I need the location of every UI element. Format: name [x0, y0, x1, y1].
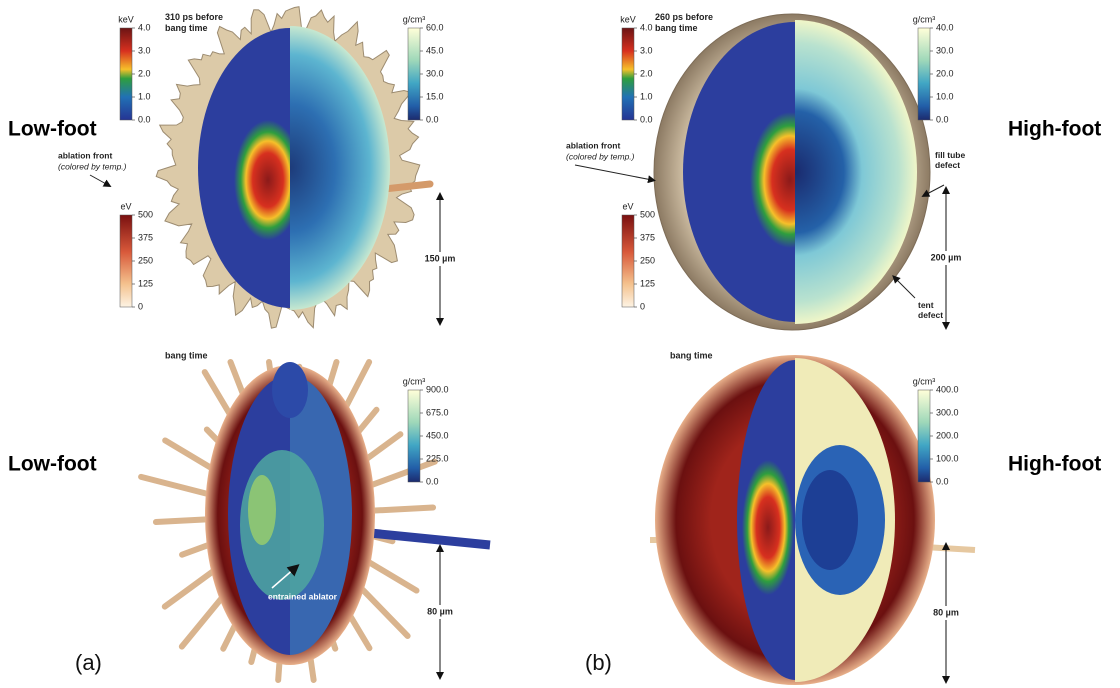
- panel-label: (a): [75, 650, 102, 675]
- colorbar-unit: keV: [620, 14, 636, 24]
- colorbar-tick-label: 375: [640, 232, 655, 242]
- colorbar-tick-label: 500: [138, 209, 153, 219]
- colorbar-tick-label: 45.0: [426, 45, 444, 55]
- panel-label: (b): [585, 650, 612, 675]
- colorbar-tick-label: 250: [138, 255, 153, 265]
- scale-label: 150 µm: [425, 253, 456, 263]
- colorbar-tick-label: 675.0: [426, 407, 449, 417]
- colorbar-tick-label: 60.0: [426, 22, 444, 32]
- colorbar-tick-label: 1.0: [640, 91, 653, 101]
- colorbar-unit: g/cm³: [913, 14, 936, 24]
- annotation: tent defect: [918, 300, 953, 330]
- colorbar: [918, 28, 930, 120]
- colorbar-tick-label: 200.0: [936, 430, 959, 440]
- colorbar-tick-label: 125: [640, 278, 655, 288]
- colorbar: [622, 215, 634, 307]
- colorbar-tick-label: 15.0: [426, 91, 444, 101]
- colorbar-unit: eV: [120, 201, 131, 211]
- colorbar-tick-label: 1.0: [138, 91, 151, 101]
- time-label: 310 ps before bang time: [165, 12, 245, 42]
- design-label: Low-foot: [8, 118, 97, 141]
- colorbar-tick-label: 450.0: [426, 430, 449, 440]
- colorbar-unit: g/cm³: [913, 376, 936, 386]
- annotation: ablation front: [58, 150, 112, 160]
- colorbar: [120, 215, 132, 307]
- colorbar: [120, 28, 132, 120]
- design-label: Low-foot: [8, 453, 97, 476]
- scale-label: 80 µm: [427, 606, 453, 616]
- colorbar-tick-label: 30.0: [426, 68, 444, 78]
- colorbar-tick-label: 0: [640, 301, 645, 311]
- time-label: bang time: [670, 350, 713, 360]
- annotation-text: tent defect: [918, 300, 953, 320]
- colorbar-tick-label: 30.0: [936, 45, 954, 55]
- colorbar-tick-label: 0.0: [936, 114, 949, 124]
- colorbar-tick-label: 40.0: [936, 22, 954, 32]
- colorbar-tick-label: 2.0: [640, 68, 653, 78]
- annotation: (colored by temp.): [58, 161, 127, 171]
- time-label: 260 ps before bang time: [655, 12, 725, 42]
- colorbar: [918, 390, 930, 482]
- colorbar-unit: eV: [622, 201, 633, 211]
- colorbar-tick-label: 375: [138, 232, 153, 242]
- colorbar-tick-label: 500: [640, 209, 655, 219]
- colorbar-tick-label: 3.0: [640, 45, 653, 55]
- colorbar-tick-label: 100.0: [936, 453, 959, 463]
- colorbar-tick-label: 0.0: [426, 476, 439, 486]
- annotation: (colored by temp.): [566, 151, 635, 161]
- time-label: bang time: [165, 350, 208, 360]
- annotation: ablation front: [566, 140, 620, 150]
- design-label: High-foot: [1008, 453, 1101, 476]
- colorbar-tick-label: 225.0: [426, 453, 449, 463]
- colorbar-tick-label: 900.0: [426, 384, 449, 394]
- time-text: 260 ps before bang time: [655, 12, 725, 34]
- colorbar-tick-label: 20.0: [936, 68, 954, 78]
- colorbar-unit: keV: [118, 14, 134, 24]
- scale-label: 80 µm: [933, 607, 959, 617]
- colorbar: [622, 28, 634, 120]
- colorbar-tick-label: 0.0: [936, 476, 949, 486]
- colorbar-tick-label: 3.0: [138, 45, 151, 55]
- colorbar-tick-label: 0.0: [138, 114, 151, 124]
- colorbar: [408, 28, 420, 120]
- colorbar-tick-label: 400.0: [936, 384, 959, 394]
- annotation: entrained ablator: [268, 591, 338, 601]
- colorbar-tick-label: 0.0: [426, 114, 439, 124]
- annotation-text: fill tube defect: [935, 150, 975, 170]
- colorbar-tick-label: 125: [138, 278, 153, 288]
- colorbar-unit: g/cm³: [403, 14, 426, 24]
- sim-image: [156, 7, 430, 328]
- colorbar-tick-label: 0.0: [640, 114, 653, 124]
- figure: (a) (b) Low-foot Low-foot High-foot High…: [0, 0, 1120, 688]
- time-text: 310 ps before bang time: [165, 12, 245, 34]
- colorbar: [408, 390, 420, 482]
- colorbar-tick-label: 250: [640, 255, 655, 265]
- colorbar-tick-label: 0: [138, 301, 143, 311]
- colorbar-unit: g/cm³: [403, 376, 426, 386]
- colorbar-tick-label: 10.0: [936, 91, 954, 101]
- design-label: High-foot: [1008, 118, 1101, 141]
- colorbar-tick-label: 300.0: [936, 407, 959, 417]
- colorbar-tick-label: 2.0: [138, 68, 151, 78]
- colorbar-tick-label: 4.0: [138, 22, 151, 32]
- scale-label: 200 µm: [931, 252, 962, 262]
- colorbar-tick-label: 4.0: [640, 22, 653, 32]
- annotation: fill tube defect: [935, 150, 975, 180]
